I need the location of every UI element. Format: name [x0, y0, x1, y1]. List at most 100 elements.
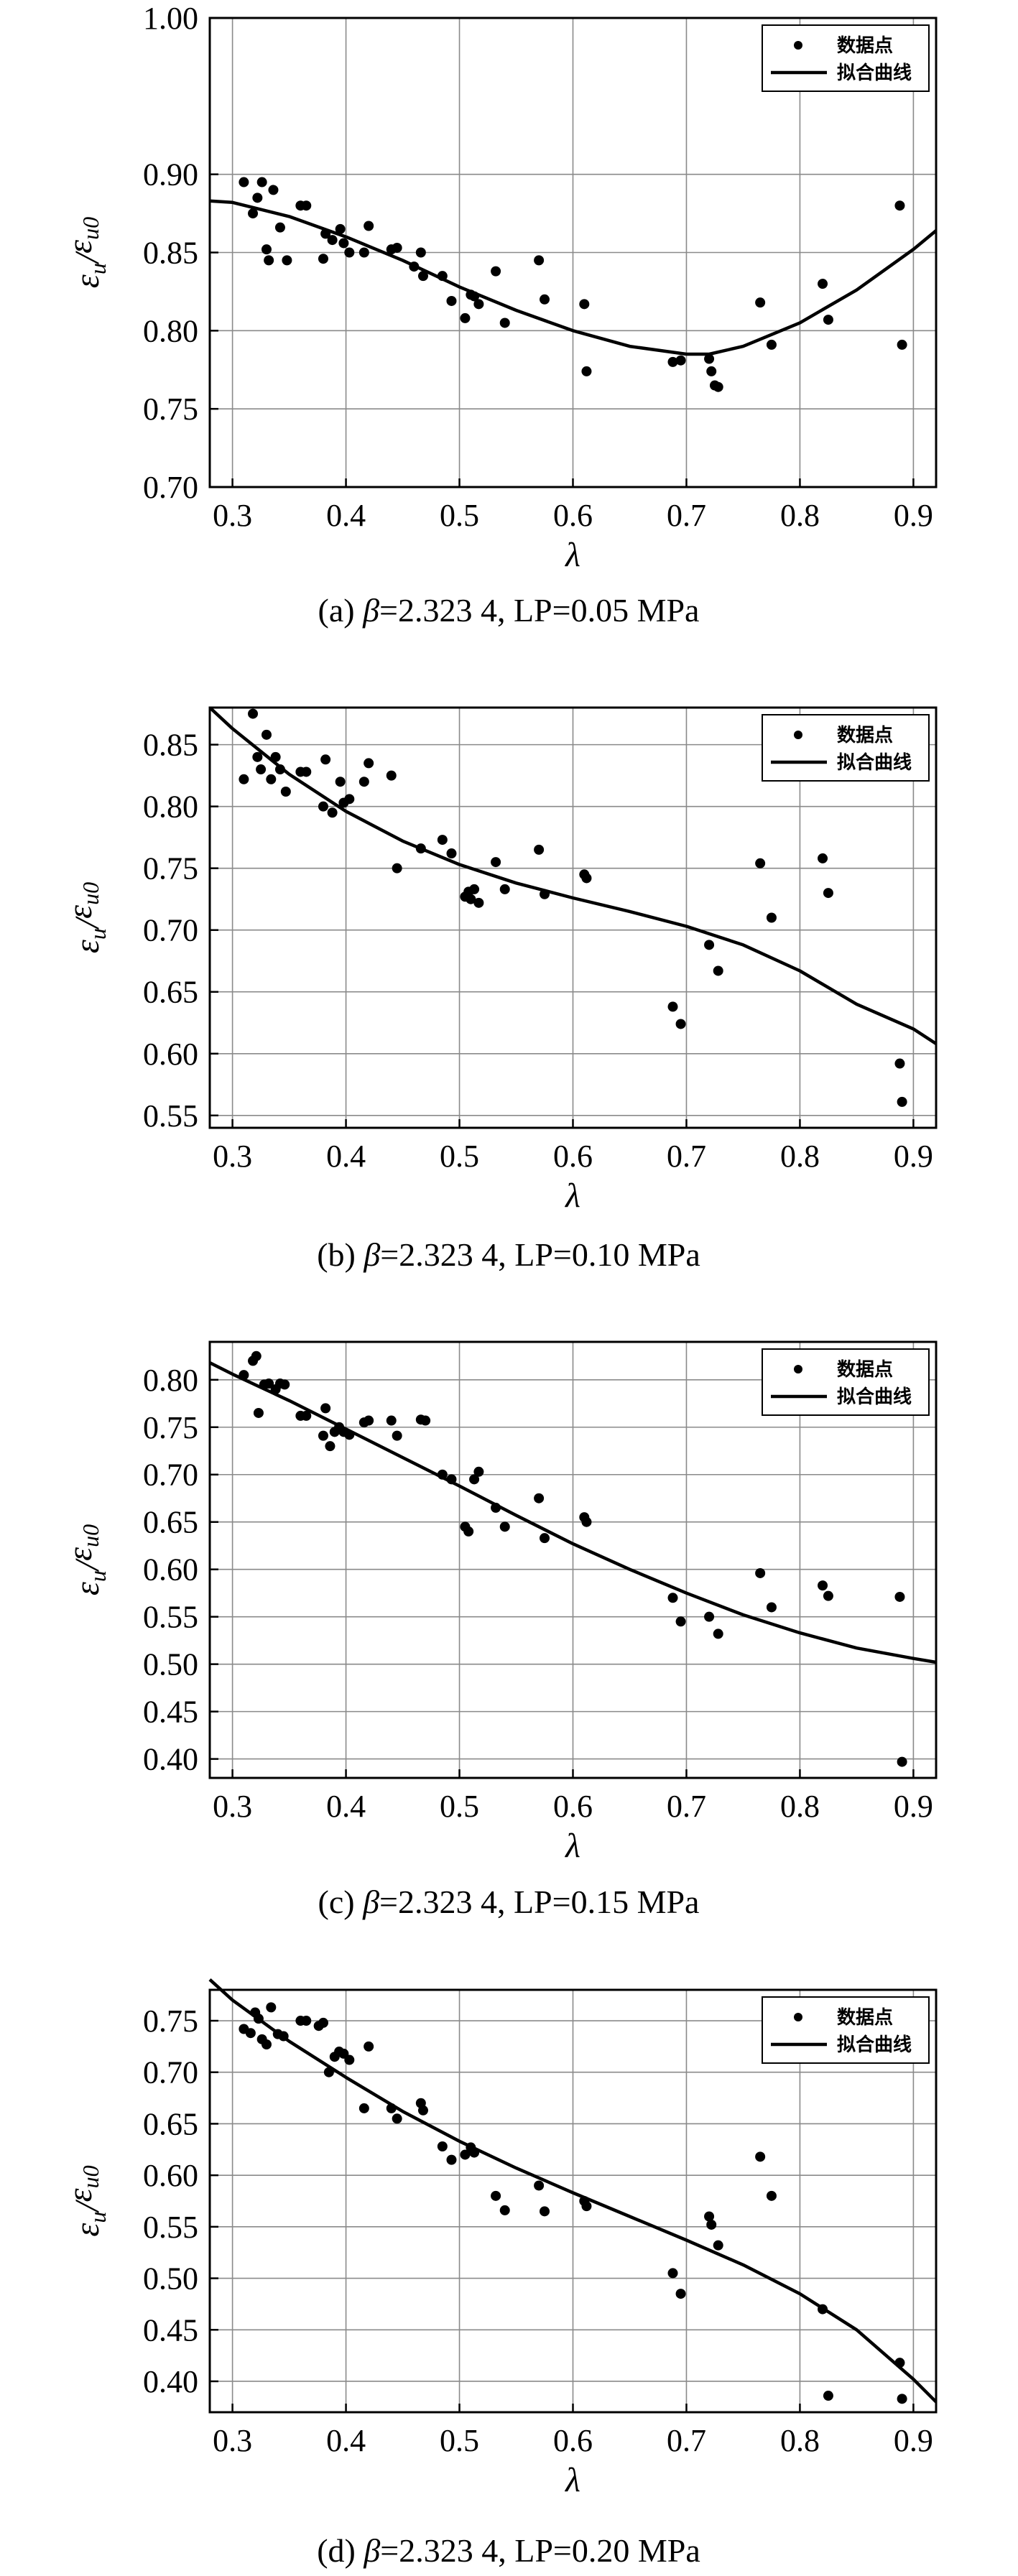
fit-curve-line — [208, 1361, 937, 1664]
data-point — [667, 2268, 678, 2279]
data-point — [706, 2219, 717, 2230]
x-tick-label: 0.8 — [780, 498, 820, 533]
legend-label-points: 数据点 — [837, 1358, 893, 1381]
y-tick-label: 0.60 — [143, 2158, 198, 2193]
data-point — [704, 1611, 715, 1622]
y-axis-label: εu/εu0 — [61, 1524, 111, 1595]
data-point — [469, 884, 480, 894]
data-point — [338, 238, 349, 249]
data-point — [264, 255, 274, 266]
data-point — [320, 754, 331, 765]
x-tick-label: 0.4 — [326, 498, 366, 533]
x-tick-label: 0.5 — [440, 1139, 479, 1174]
data-point — [823, 315, 833, 325]
y-axis-label-part: / — [68, 2200, 106, 2214]
data-point — [473, 1466, 484, 1477]
data-point — [261, 244, 272, 255]
data-point — [256, 764, 267, 775]
legend-label-points: 数据点 — [837, 724, 893, 746]
x-axis-label: λ — [564, 536, 580, 574]
legend-box — [762, 24, 930, 92]
data-point — [534, 844, 545, 855]
data-point — [264, 1379, 274, 1389]
data-point — [266, 774, 277, 784]
y-axis-label-part: ε — [61, 2188, 99, 2202]
x-tick-label: 0.4 — [326, 1139, 366, 1174]
y-tick-label: 0.60 — [143, 1037, 198, 1072]
data-point — [392, 1430, 402, 1441]
data-point — [415, 843, 426, 854]
data-point — [766, 912, 777, 923]
y-tick-label: 0.50 — [143, 1647, 198, 1682]
data-point — [358, 777, 369, 787]
data-point — [675, 2289, 686, 2299]
x-tick-label: 0.6 — [553, 1139, 593, 1174]
y-axis-label-part: ε — [61, 240, 99, 254]
data-point — [392, 863, 402, 874]
legend-point-marker — [794, 731, 802, 739]
data-point — [579, 299, 590, 310]
data-point — [823, 2391, 833, 2401]
chart-panel-a: 0.3 0.4 0.5 0.6 0.7 0.8 0.9 0.70 0.75 0.80 0.85 0.9… — [61, 1, 938, 629]
data-point — [463, 1526, 474, 1537]
data-point — [256, 177, 267, 187]
data-point — [491, 2190, 501, 2201]
data-point — [417, 2105, 428, 2116]
data-point — [320, 228, 331, 239]
y-tick-label: 0.50 — [143, 2261, 198, 2297]
caption-beta: β — [363, 2532, 380, 2569]
x-tick-label: 0.9 — [894, 2423, 933, 2458]
data-point — [818, 853, 828, 863]
data-point — [358, 2103, 369, 2113]
panel-caption: (b) β=2.323 4, LP=0.10 MPa — [317, 1236, 700, 1273]
data-point — [534, 1493, 545, 1504]
data-point — [818, 1580, 828, 1591]
data-point — [540, 294, 550, 305]
y-tick-label: 0.65 — [143, 2106, 198, 2141]
data-point — [491, 1502, 501, 1513]
data-point — [437, 2141, 448, 2151]
caption-beta: β — [362, 1884, 379, 1920]
y-axis-label: εu/εu0 — [61, 2165, 111, 2236]
caption-prefix: (c) — [318, 1884, 364, 1920]
legend-label-points: 数据点 — [837, 2006, 893, 2029]
grid-lines — [210, 708, 936, 1128]
x-tick-label: 0.9 — [894, 498, 933, 533]
data-point — [894, 1058, 905, 1069]
legend-box — [762, 1996, 930, 2064]
data-point — [239, 774, 249, 784]
panel-caption: (a) β=2.323 4, LP=0.05 MPa — [318, 592, 700, 629]
data-point — [392, 242, 402, 253]
y-tick-label: 0.85 — [143, 728, 198, 763]
data-point — [253, 2014, 264, 2024]
y-tick-label: 0.45 — [143, 1695, 198, 1730]
data-point — [469, 1474, 480, 1485]
data-point — [392, 2113, 402, 2124]
legend-box — [762, 714, 930, 782]
data-point — [437, 1469, 448, 1480]
data-point — [766, 1602, 777, 1613]
data-point — [713, 965, 723, 976]
y-tick-label: 0.55 — [143, 1098, 198, 1134]
x-tick-label: 0.9 — [894, 1789, 933, 1824]
fit-curve-line — [209, 199, 938, 356]
y-axis-label-part: / — [68, 251, 106, 265]
x-tick-label: 0.9 — [894, 1139, 933, 1174]
legend-label-fit: 拟合曲线 — [837, 62, 912, 84]
data-point — [364, 221, 374, 231]
data-point — [251, 1350, 262, 1361]
caption-prefix: (b) — [317, 1236, 364, 1273]
caption-suffix: =2.323 4, LP=0.15 MPa — [379, 1884, 699, 1920]
legend-label-fit: 拟合曲线 — [837, 1386, 912, 1408]
data-point — [894, 2358, 905, 2368]
x-tick-label: 0.5 — [440, 1789, 479, 1824]
data-point — [755, 297, 766, 308]
data-point — [274, 222, 285, 233]
caption-beta: β — [362, 592, 379, 629]
data-point — [280, 787, 291, 797]
data-point — [540, 889, 550, 899]
data-point — [667, 1001, 678, 1012]
data-point — [344, 1430, 355, 1440]
data-point — [252, 193, 263, 203]
